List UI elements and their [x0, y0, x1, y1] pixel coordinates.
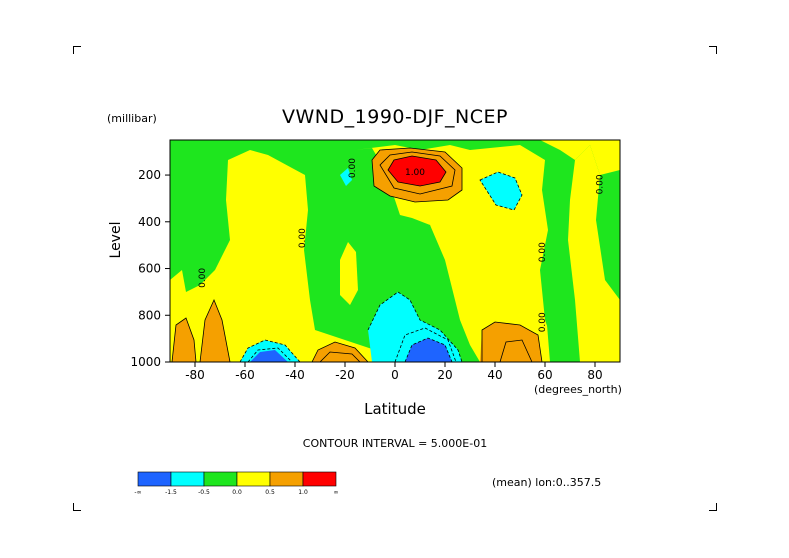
corner-mark-bottom-right [709, 503, 717, 511]
field-blue-south-min [250, 350, 288, 362]
x-tick-label: 40 [487, 368, 502, 382]
field-yellow-mid-lens [340, 242, 358, 305]
y-tick-label: 800 [138, 308, 161, 322]
contour-label: 1.00 [405, 168, 425, 178]
colorbar-swatch [170, 471, 205, 487]
chart-title: VWND_1990-DJF_NCEP [282, 106, 508, 128]
corner-mark-top-right [709, 46, 717, 54]
field-red-max [388, 156, 446, 186]
contour-line-group [171, 147, 543, 362]
colorbar-swatch [137, 471, 172, 487]
x-tick-label: 0 [391, 368, 399, 382]
x-tick-label: 80 [587, 368, 602, 382]
field-yellow-south-broad [170, 150, 388, 362]
x-tick-label: 60 [537, 368, 552, 382]
y-tick-group: 200 400 600 800 1000 [130, 168, 170, 369]
colorbar-level-label: -1.5 [165, 489, 177, 496]
contour-label: 0.00 [538, 242, 548, 262]
y-tick-label: 400 [138, 215, 161, 229]
field-orange-surface-north [480, 322, 542, 362]
contour-label-group: 0.00 0.00 0.00 1.00 0.00 0.00 0.00 [198, 158, 606, 333]
x-tick-label: 20 [437, 368, 452, 382]
contour-interval-label: CONTOUR INTERVAL = 5.000E-01 [302, 437, 488, 450]
colorbar: -∞ -1.5 -0.5 0.0 0.5 1.0 ∞ [134, 471, 339, 496]
field-cyan-upper [480, 172, 522, 210]
field-yellow-north-polar [568, 145, 620, 362]
x-axis-label: Latitude [364, 400, 426, 418]
colorbar-level-label: 0.0 [232, 489, 242, 496]
field-orange-surface-south3 [312, 342, 368, 362]
colorbar-level-label: -∞ [134, 489, 141, 496]
corner-mark-bottom-left [73, 503, 81, 511]
field-cyan-upper-small [340, 168, 352, 186]
field-blue-tropical-min [405, 338, 452, 362]
contour-label: 0.00 [538, 312, 548, 332]
colorbar-swatch [269, 471, 304, 487]
field-orange-surface-south2 [200, 300, 230, 362]
corner-mark-top-left [73, 46, 81, 54]
colorbar-swatch [236, 471, 271, 487]
x-axis-unit: (degrees_north) [534, 383, 622, 396]
field-green-north-column [545, 262, 568, 362]
x-tick-label: -40 [285, 368, 305, 382]
negative-contour-group [239, 171, 523, 362]
colorbar-level-label: -0.5 [198, 489, 210, 496]
field-yellow-top-right [540, 140, 620, 175]
y-axis-unit: (millibar) [107, 112, 157, 125]
contour-fill-layer [170, 140, 620, 362]
y-tick-label: 600 [138, 262, 161, 276]
field-green-tropical-column [385, 210, 450, 310]
longitude-mean-note: (mean) lon:0..357.5 [492, 476, 602, 489]
y-tick-label: 1000 [130, 355, 161, 369]
y-tick-label: 200 [138, 168, 161, 182]
colorbar-level-label: ∞ [334, 489, 339, 496]
contour-label: 0.00 [198, 268, 208, 288]
colorbar-swatch [302, 471, 337, 487]
colorbar-swatch [203, 471, 238, 487]
x-tick-label: -20 [335, 368, 355, 382]
x-tick-label: -80 [185, 368, 205, 382]
contour-label: 0.00 [348, 158, 358, 178]
contour-label: 0.00 [298, 228, 308, 248]
contour-label: 0.00 [596, 174, 606, 194]
x-tick-group: -80 -60 -40 -20 0 20 40 60 80 [185, 362, 603, 382]
colorbar-level-label: 1.0 [298, 489, 308, 496]
colorbar-level-label: 0.5 [265, 489, 275, 496]
x-tick-label: -60 [235, 368, 255, 382]
